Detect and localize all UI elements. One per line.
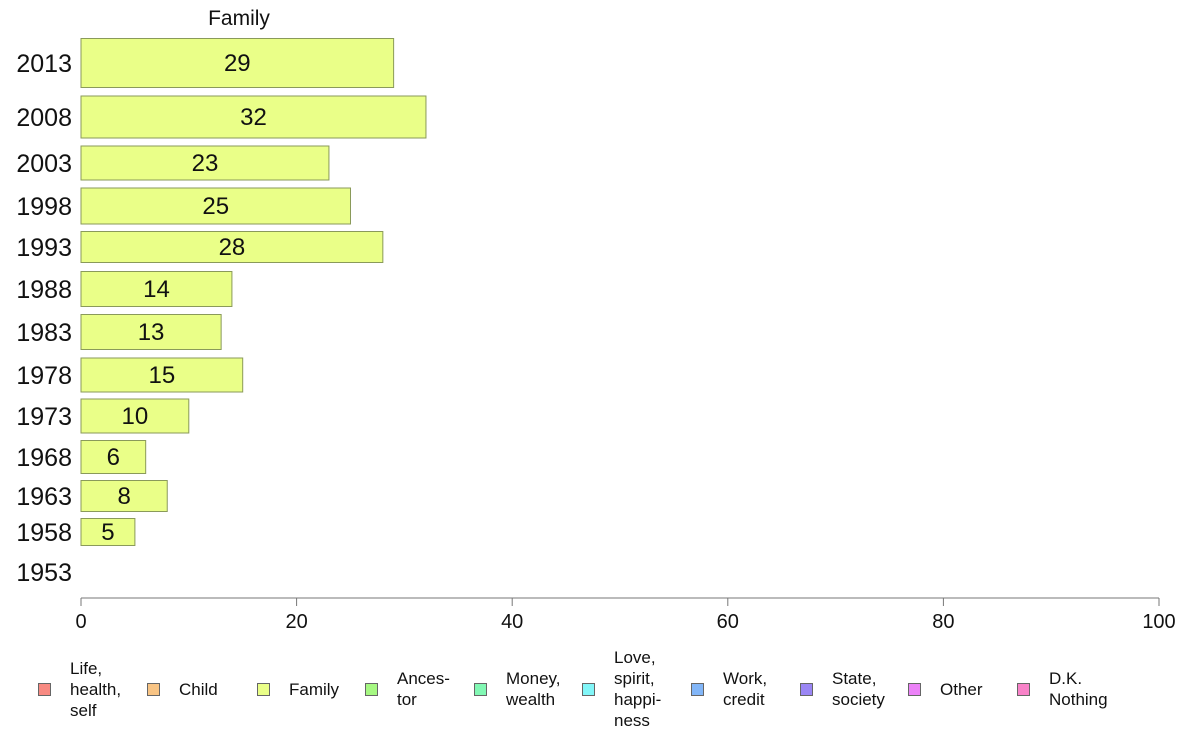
y-tick-label: 2008: [16, 104, 72, 132]
y-tick-label: 1963: [16, 483, 72, 511]
legend-item: Family: [257, 679, 339, 700]
bar-value-label: 29: [224, 50, 251, 77]
bar-value-label: 10: [122, 403, 149, 430]
y-tick-label: 1988: [16, 276, 72, 304]
bar-value-label: 32: [240, 104, 267, 131]
bar: [80, 271, 233, 307]
y-tick-label: 2003: [16, 150, 72, 178]
x-tick-label: 80: [932, 611, 954, 633]
legend-item: Other: [908, 679, 983, 700]
x-tick-label: 60: [717, 611, 739, 633]
legend-swatch: [474, 682, 487, 696]
legend-swatch: [582, 682, 595, 696]
y-tick-label: 1953: [16, 559, 72, 587]
bar: [80, 95, 427, 139]
bar-value-label: 5: [101, 519, 114, 546]
legend-item: Money, wealth: [474, 668, 561, 710]
x-tick-label: 40: [501, 611, 523, 633]
legend-swatch: [147, 682, 160, 696]
legend-label: Money, wealth: [506, 669, 561, 709]
legend-item: Work, credit: [691, 668, 767, 710]
x-tick-label: 20: [285, 611, 307, 633]
legend: Life, health, self Child Family Ances- tor M…: [0, 640, 1188, 736]
bar-value-label: 28: [219, 234, 246, 261]
legend-swatch: [800, 682, 813, 696]
legend-swatch: [691, 682, 704, 696]
bar: [80, 357, 244, 393]
legend-item: Child: [147, 679, 218, 700]
legend-swatch: [257, 682, 270, 696]
legend-item: Love, spirit, happi- ness: [582, 647, 661, 731]
legend-item: D.K. Nothing: [1017, 668, 1108, 710]
y-tick-label: 1983: [16, 319, 72, 347]
bar-value-label: 6: [107, 444, 120, 471]
legend-label: Love, spirit, happi- ness: [614, 648, 662, 730]
bar: [80, 314, 222, 350]
x-tick-label: 0: [75, 611, 86, 633]
legend-label: State, society: [832, 669, 885, 709]
bar: [80, 187, 351, 225]
x-tick-label: 100: [1142, 611, 1175, 633]
y-tick-label: 1998: [16, 193, 72, 221]
y-tick-label: 1993: [16, 234, 72, 262]
bar-value-label: 8: [117, 483, 130, 510]
legend-swatch: [908, 682, 921, 696]
legend-swatch: [365, 682, 378, 696]
bar-value-label: 14: [143, 276, 170, 303]
bar: [80, 480, 168, 512]
y-tick-label: 1973: [16, 403, 72, 431]
legend-label: Other: [940, 679, 983, 699]
legend-label: Ances- tor: [397, 669, 450, 709]
legend-label: D.K. Nothing: [1049, 669, 1108, 709]
bar-value-label: 25: [202, 193, 229, 220]
y-tick-label: 1958: [16, 519, 72, 547]
legend-label: Child: [179, 679, 218, 699]
legend-label: Family: [289, 679, 340, 699]
legend-swatch: [1017, 682, 1030, 696]
legend-label: Life, health, self: [70, 658, 122, 720]
bar-value-label: 23: [192, 150, 219, 177]
y-tick-label: 2013: [16, 50, 72, 78]
y-tick-label: 1978: [16, 362, 72, 390]
bar-value-label: 13: [138, 319, 165, 346]
bar: [80, 518, 136, 546]
legend-label: Work, credit: [723, 669, 768, 709]
bar: [80, 440, 147, 474]
bar-value-label: 15: [148, 362, 175, 389]
bar: [80, 231, 384, 263]
legend-item: Ances- tor: [365, 668, 450, 710]
legend-item: State, society: [800, 668, 885, 710]
bar: [80, 398, 190, 434]
legend-item: Life, health, self: [38, 658, 121, 721]
bar: [80, 38, 395, 88]
y-tick-label: 1968: [16, 444, 72, 472]
legend-swatch: [38, 682, 51, 696]
bar: [80, 145, 330, 181]
chart-title: Family: [208, 7, 270, 30]
